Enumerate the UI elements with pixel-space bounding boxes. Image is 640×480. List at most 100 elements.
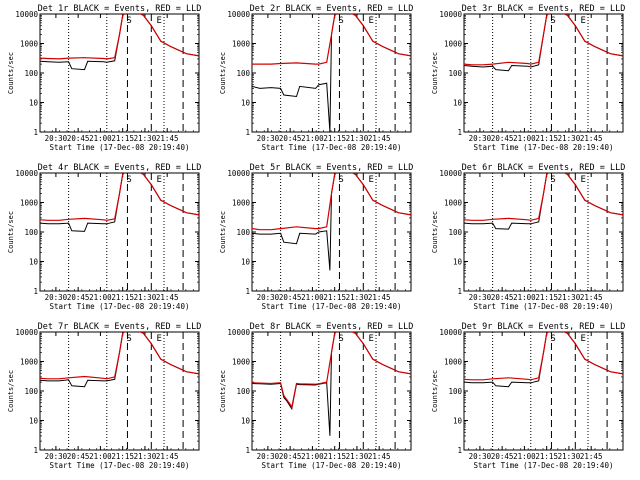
y-axis-label: Counts/sec: [431, 370, 439, 412]
x-tick-label: 21:15: [323, 452, 346, 461]
y-tick-label: 10: [29, 417, 39, 426]
x-tick-label: 21:15: [535, 452, 558, 461]
x-axis-label: Start Time (17-Dec-08 20:19:40): [474, 461, 614, 470]
y-tick-label: 10: [29, 99, 39, 108]
y-tick-label: 100: [236, 228, 250, 237]
y-tick-label: 1: [245, 446, 250, 455]
y-tick-label: 10000: [439, 328, 462, 337]
start-marker-label: S: [126, 175, 131, 185]
y-tick-label: 1: [33, 287, 38, 296]
y-axis-label: Counts/sec: [7, 52, 15, 94]
x-tick-label: 21:30: [558, 452, 581, 461]
x-tick-label: 21:15: [111, 452, 134, 461]
y-tick-label: 1000: [444, 40, 463, 49]
x-tick-label: 20:30: [257, 293, 280, 302]
y-tick-label: 1: [33, 128, 38, 137]
x-axis-label: Start Time (17-Dec-08 20:19:40): [50, 143, 190, 152]
x-tick-label: 20:45: [491, 293, 514, 302]
y-tick-label: 10000: [439, 169, 462, 178]
y-tick-label: 10000: [227, 328, 250, 337]
events-series-line: [40, 173, 199, 232]
y-tick-label: 1000: [232, 199, 251, 208]
x-tick-label: 20:45: [279, 134, 302, 143]
y-tick-label: 1000: [232, 358, 251, 367]
x-tick-label: 20:30: [469, 134, 492, 143]
start-marker-label: S: [550, 175, 555, 185]
panel-title: Det 3r BLACK = Events, RED = LLD: [462, 4, 626, 14]
x-tick-label: 21:30: [558, 293, 581, 302]
end-marker-label: E: [157, 16, 162, 26]
end-marker-label: E: [581, 175, 586, 185]
detector-panel: Det 5r BLACK = Events, RED = LLD 1 10 100 10…: [219, 163, 413, 311]
y-axis-label: Counts/sec: [7, 211, 15, 253]
lld-series-line: [252, 14, 411, 65]
y-tick-label: 1: [457, 128, 462, 137]
x-tick-label: 21:00: [89, 293, 112, 302]
panel-title: Det 7r BLACK = Events, RED = LLD: [38, 322, 202, 332]
y-tick-label: 10000: [227, 10, 250, 19]
x-tick-label: 20:30: [469, 452, 492, 461]
end-marker-label: E: [369, 16, 374, 26]
y-axis-label: Counts/sec: [219, 52, 227, 94]
y-axis-label: Counts/sec: [431, 211, 439, 253]
x-tick-label: 21:00: [513, 134, 536, 143]
x-tick-label: 20:45: [491, 452, 514, 461]
x-tick-label: 21:00: [301, 134, 324, 143]
x-tick-label: 20:30: [45, 134, 68, 143]
x-tick-label: 21:45: [368, 134, 391, 143]
end-marker-label: E: [369, 175, 374, 185]
y-tick-label: 1: [245, 128, 250, 137]
x-tick-label: 20:45: [279, 293, 302, 302]
x-axis-label: Start Time (17-Dec-08 20:19:40): [262, 143, 402, 152]
panel-title: Det 2r BLACK = Events, RED = LLD: [250, 4, 414, 14]
y-tick-label: 100: [448, 69, 462, 78]
y-tick-label: 100: [236, 69, 250, 78]
start-marker-label: S: [126, 334, 131, 344]
x-tick-label: 21:15: [111, 134, 134, 143]
y-tick-label: 100: [236, 387, 250, 396]
x-tick-label: 21:15: [323, 134, 346, 143]
x-axis-label: Start Time (17-Dec-08 20:19:40): [474, 302, 614, 311]
x-tick-label: 20:30: [45, 452, 68, 461]
y-tick-label: 1: [33, 446, 38, 455]
y-axis-label: Counts/sec: [219, 370, 227, 412]
start-marker-label: S: [550, 334, 555, 344]
detector-panel: Det 8r BLACK = Events, RED = LLD 1 10 100 10…: [219, 322, 413, 470]
start-marker-label: S: [126, 16, 131, 26]
detector-panel: Det 1r BLACK = Events, RED = LLD 1 10 100 10…: [7, 4, 201, 152]
lld-series-line: [464, 173, 623, 221]
x-tick-label: 21:15: [535, 134, 558, 143]
lld-series-line: [40, 173, 199, 221]
end-marker-label: E: [581, 334, 586, 344]
x-tick-label: 20:45: [67, 134, 90, 143]
y-tick-label: 10000: [439, 10, 462, 19]
x-tick-label: 20:45: [67, 293, 90, 302]
x-axis-label: Start Time (17-Dec-08 20:19:40): [474, 143, 614, 152]
panel-title: Det 5r BLACK = Events, RED = LLD: [250, 163, 414, 173]
y-tick-label: 1000: [20, 358, 39, 367]
y-tick-label: 10000: [15, 10, 38, 19]
panel-title: Det 8r BLACK = Events, RED = LLD: [250, 322, 414, 332]
x-axis-label: Start Time (17-Dec-08 20:19:40): [50, 302, 190, 311]
x-tick-label: 21:15: [535, 293, 558, 302]
y-tick-label: 10: [453, 258, 463, 267]
x-tick-label: 20:45: [279, 452, 302, 461]
y-axis-label: Counts/sec: [219, 211, 227, 253]
x-tick-label: 21:45: [580, 293, 603, 302]
y-axis-label: Counts/sec: [431, 52, 439, 94]
start-marker-label: S: [550, 16, 555, 26]
events-series-line: [252, 14, 411, 132]
lld-series-line: [40, 332, 199, 380]
y-tick-label: 1000: [444, 358, 463, 367]
y-tick-label: 10: [241, 99, 251, 108]
x-tick-label: 21:00: [301, 452, 324, 461]
x-tick-label: 21:00: [89, 134, 112, 143]
end-marker-label: E: [157, 334, 162, 344]
x-tick-label: 21:30: [346, 452, 369, 461]
x-tick-label: 20:45: [67, 452, 90, 461]
y-tick-label: 100: [24, 387, 38, 396]
start-marker-label: S: [338, 175, 343, 185]
x-tick-label: 21:30: [346, 134, 369, 143]
x-tick-label: 21:00: [513, 452, 536, 461]
